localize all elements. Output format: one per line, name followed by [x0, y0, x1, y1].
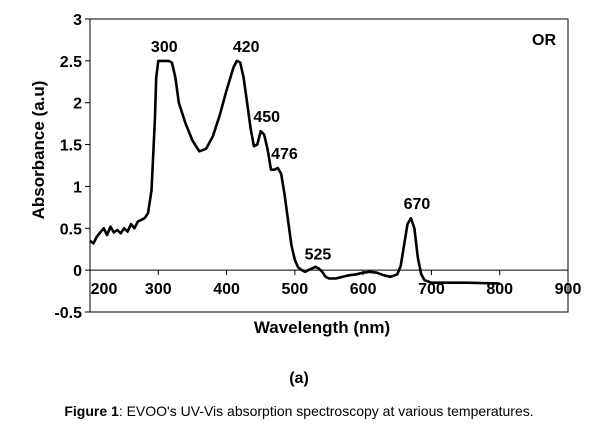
- peak-label: 476: [271, 146, 298, 163]
- y-tick-label: 3: [73, 12, 82, 29]
- absorbance-chart: 200 300 400 500 600 700 800 900 -0.5 0 0.5 1 1.5 2 2.5…: [29, 12, 582, 337]
- y-tick-label: 1: [73, 179, 82, 196]
- subfigure-label: (a): [289, 370, 309, 387]
- absorbance-series-line: [89, 59, 500, 285]
- x-tick-label: 900: [555, 281, 582, 298]
- y-tick-label: 2: [73, 96, 82, 113]
- x-tick-label: 300: [145, 281, 172, 298]
- panel-label: OR: [532, 32, 556, 49]
- y-tick-label: 0: [73, 263, 82, 280]
- y-tick-label: -0.5: [54, 305, 82, 322]
- x-tick-label: 400: [213, 281, 240, 298]
- peak-label: 450: [253, 109, 280, 126]
- x-tick-label: 700: [418, 281, 445, 298]
- caption-label: Figure 1: [64, 403, 119, 419]
- peak-label: 300: [151, 39, 178, 56]
- x-tick-label: 200: [91, 281, 118, 298]
- peak-label: 420: [233, 39, 260, 56]
- caption-text: : EVOO's UV-Vis absorption spectroscopy …: [118, 403, 534, 419]
- x-tick-label: 600: [350, 281, 377, 298]
- y-tick-label: 0.5: [60, 221, 82, 238]
- y-tick-label: 2.5: [60, 54, 82, 71]
- figure-caption: Figure 1: EVOO's UV-Vis absorption spect…: [0, 403, 598, 419]
- peak-label: 525: [305, 246, 332, 263]
- x-tick-label: 500: [282, 281, 309, 298]
- plot-frame: [89, 18, 569, 313]
- x-axis-label: Wavelength (nm): [254, 318, 390, 337]
- y-axis-label: Absorbance (a.u): [29, 81, 48, 220]
- peak-label: 670: [404, 196, 431, 213]
- y-tick-label: 1.5: [60, 138, 82, 155]
- x-tick-label: 800: [486, 281, 513, 298]
